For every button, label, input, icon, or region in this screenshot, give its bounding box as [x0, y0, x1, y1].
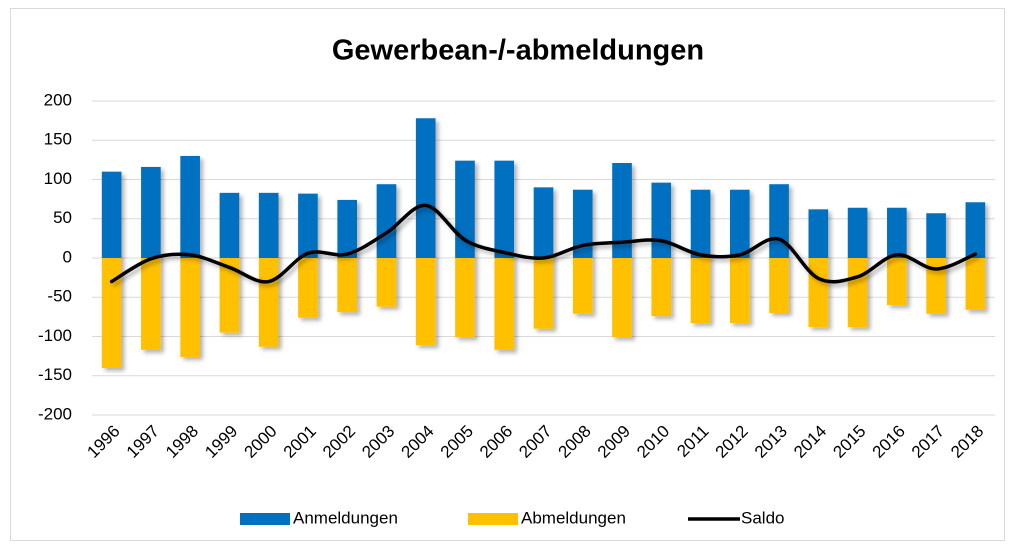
- bar: [887, 207, 907, 258]
- bar: [690, 258, 711, 324]
- bar: [219, 258, 240, 333]
- legend-swatch: [240, 513, 290, 525]
- bar: [926, 258, 946, 314]
- bar: [533, 187, 554, 258]
- bar: [769, 258, 789, 313]
- legend-swatch: [468, 513, 518, 525]
- bar: [533, 258, 554, 329]
- y-tick-label: 150: [44, 130, 72, 149]
- bar: [494, 160, 515, 258]
- y-tick-label: 50: [53, 208, 72, 227]
- bar: [298, 258, 318, 318]
- bar: [298, 193, 318, 258]
- bar: [769, 184, 789, 258]
- bar: [337, 199, 358, 258]
- bar: [887, 258, 907, 306]
- bar: [651, 182, 672, 258]
- bar: [455, 258, 475, 338]
- y-tick-label: 200: [44, 90, 72, 109]
- y-tick-label: -50: [47, 287, 72, 306]
- bar: [376, 258, 397, 307]
- bar: [101, 171, 122, 258]
- bar: [415, 258, 436, 346]
- bar: [455, 160, 475, 258]
- bar: [847, 258, 868, 328]
- bar: [965, 258, 986, 310]
- y-tick-label: -200: [38, 404, 72, 423]
- bar: [572, 189, 593, 258]
- bar: [219, 192, 240, 258]
- line: [109, 203, 978, 284]
- y-tick-label: 100: [44, 169, 72, 188]
- legend-label: Saldo: [741, 508, 784, 527]
- bar: [415, 118, 436, 259]
- bar: [612, 163, 632, 258]
- bar: [101, 258, 122, 368]
- bar: [258, 192, 279, 258]
- bar: [690, 189, 711, 258]
- bar: [965, 202, 986, 258]
- legend-label: Abmeldungen: [521, 508, 626, 527]
- bar: [494, 258, 515, 350]
- y-tick-label: 0: [63, 247, 72, 266]
- bar: [376, 184, 397, 258]
- bar: [141, 258, 161, 350]
- y-tick-label: -100: [38, 326, 72, 345]
- bar: [847, 207, 868, 258]
- bar: [612, 258, 632, 338]
- legend-label: Anmeldungen: [293, 508, 398, 527]
- bar: [808, 258, 829, 328]
- bar: [729, 258, 750, 324]
- bar: [258, 258, 279, 347]
- bar: [141, 166, 161, 258]
- bar: [926, 213, 946, 258]
- chart-title: Gewerbean-/-abmeldungen: [332, 35, 704, 67]
- bar: [651, 258, 672, 317]
- bar: [337, 258, 358, 313]
- y-tick-label: -150: [38, 365, 72, 384]
- bar: [729, 189, 750, 258]
- bar: [180, 258, 200, 357]
- bar: [572, 258, 593, 314]
- bar: [180, 155, 200, 258]
- bar: [808, 209, 829, 258]
